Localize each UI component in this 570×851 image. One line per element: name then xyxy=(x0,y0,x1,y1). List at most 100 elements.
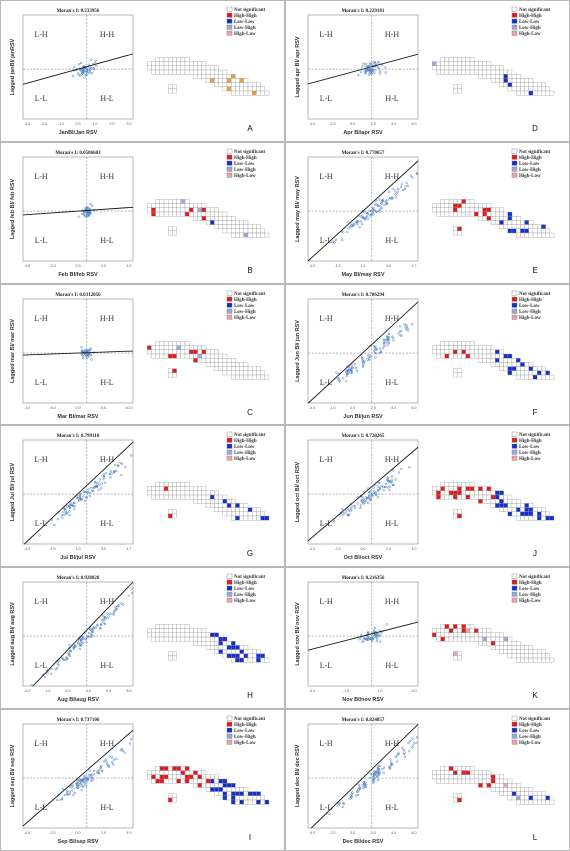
map-grid-cell xyxy=(457,340,462,346)
scatter-point xyxy=(391,335,394,338)
regression-line xyxy=(307,621,419,651)
map-grid-cell xyxy=(172,651,177,657)
scatter-point xyxy=(406,184,409,187)
map-grid-cell xyxy=(201,353,207,358)
cuba-lisa-map xyxy=(147,766,270,805)
map-grid-cell xyxy=(511,787,517,792)
scatter-point xyxy=(360,214,364,217)
legend-swatch xyxy=(511,573,518,579)
legend-swatch xyxy=(511,432,518,437)
map-grid-cell xyxy=(457,655,462,661)
legend-swatch xyxy=(511,12,518,18)
map-grid-cell xyxy=(486,491,492,496)
scatter-point xyxy=(366,217,370,220)
map-grid-cell xyxy=(147,349,152,354)
map-grid-cell xyxy=(180,349,186,354)
scatter-point xyxy=(388,196,392,200)
scatter-point xyxy=(104,481,107,485)
map-grid-cell xyxy=(444,57,450,62)
map-grid-cell xyxy=(516,658,521,663)
map-grid-cell xyxy=(205,78,211,83)
map-grid-cell xyxy=(176,632,181,638)
x-tick-label: 0.0 xyxy=(76,122,81,126)
map-grid-cell xyxy=(520,86,525,92)
scatter-point xyxy=(114,608,118,611)
map-grid-cell xyxy=(486,778,492,784)
scatter-point xyxy=(88,355,91,358)
map-grid-cell xyxy=(180,637,186,642)
map-grid-cell xyxy=(511,74,517,79)
map-grid-cell xyxy=(235,512,240,517)
map-grid-cell xyxy=(507,778,513,784)
map-grid-cell xyxy=(151,778,156,784)
scatter-point xyxy=(66,793,69,797)
legend-swatch xyxy=(226,154,233,160)
map-grid-cell xyxy=(189,628,194,634)
map-grid-cell xyxy=(507,78,513,83)
legend-swatch xyxy=(226,591,233,597)
map-grid-cell xyxy=(453,514,458,519)
panel-letter: L xyxy=(533,833,538,842)
map-grid-cell xyxy=(201,357,207,363)
map-grid-cell xyxy=(147,628,152,634)
scatter-point xyxy=(368,638,372,641)
scatter-point xyxy=(364,72,367,75)
map-grid-cell xyxy=(184,637,190,642)
map-grid-cell xyxy=(235,374,240,379)
moran-panel-h: Moran's I: 0.928028 L-H H-H L-L H-L -4.0 -1.0 2… xyxy=(0,567,285,709)
x-tick-label: -2.0 xyxy=(329,122,335,126)
scatter-point xyxy=(391,336,394,339)
map-grid-cell xyxy=(436,65,441,71)
map-grid-cell xyxy=(532,512,538,517)
scatter-point xyxy=(81,785,85,788)
map-grid-cell xyxy=(516,795,521,801)
map-grid-cell xyxy=(490,645,496,650)
scatter-point xyxy=(93,481,96,484)
map-grid-cell xyxy=(537,658,542,663)
x-axis-label: Mar BI/mar RSV xyxy=(57,414,98,420)
legend-label: High-High xyxy=(519,14,542,19)
scatter-point xyxy=(378,488,382,491)
map-grid-cell xyxy=(490,778,496,784)
scatter-point xyxy=(82,490,85,494)
scatter-point xyxy=(383,341,386,344)
map-grid-cell xyxy=(436,491,441,496)
map-grid-cell xyxy=(214,361,219,367)
map-grid-cell xyxy=(453,353,458,358)
map-grid-cell xyxy=(151,770,156,775)
map-grid-cell xyxy=(222,649,228,655)
scatter-point xyxy=(350,796,353,799)
map-grid-cell xyxy=(214,69,219,75)
scatter-point xyxy=(91,630,95,634)
map-grid-cell xyxy=(243,649,249,655)
map-grid-cell xyxy=(495,774,500,780)
map-grid-cell xyxy=(172,65,177,71)
map-grid-cell xyxy=(226,361,232,367)
quadrant-label-ll: L-L xyxy=(320,803,333,812)
map-grid-cell xyxy=(524,795,529,801)
map-grid-cell xyxy=(155,199,160,204)
scatter-point xyxy=(368,358,371,361)
map-grid-cell xyxy=(155,491,160,496)
morans-i-label: Moran's I: 0.233956 xyxy=(57,9,100,14)
map-grid-cell xyxy=(482,211,487,217)
map-grid-cell xyxy=(172,211,177,217)
map-grid-cell xyxy=(176,199,181,204)
scatter-point xyxy=(372,629,376,633)
scatter-point xyxy=(374,69,377,72)
scatter-point xyxy=(366,497,369,500)
map-grid-cell xyxy=(537,653,542,659)
map-grid-cell xyxy=(432,774,437,780)
map-grid-cell xyxy=(260,795,265,801)
scatter-point xyxy=(375,348,378,351)
map-grid-cell xyxy=(511,82,517,87)
map-grid-cell xyxy=(524,516,529,521)
map-grid-cell xyxy=(520,228,525,233)
map-grid-cell xyxy=(461,491,466,496)
scatter-point xyxy=(415,171,419,175)
map-grid-cell xyxy=(210,78,215,83)
map-grid-cell xyxy=(226,653,232,659)
scatter-point xyxy=(373,771,377,775)
legend-label: Low-High xyxy=(234,735,256,740)
map-grid-cell xyxy=(247,374,253,379)
